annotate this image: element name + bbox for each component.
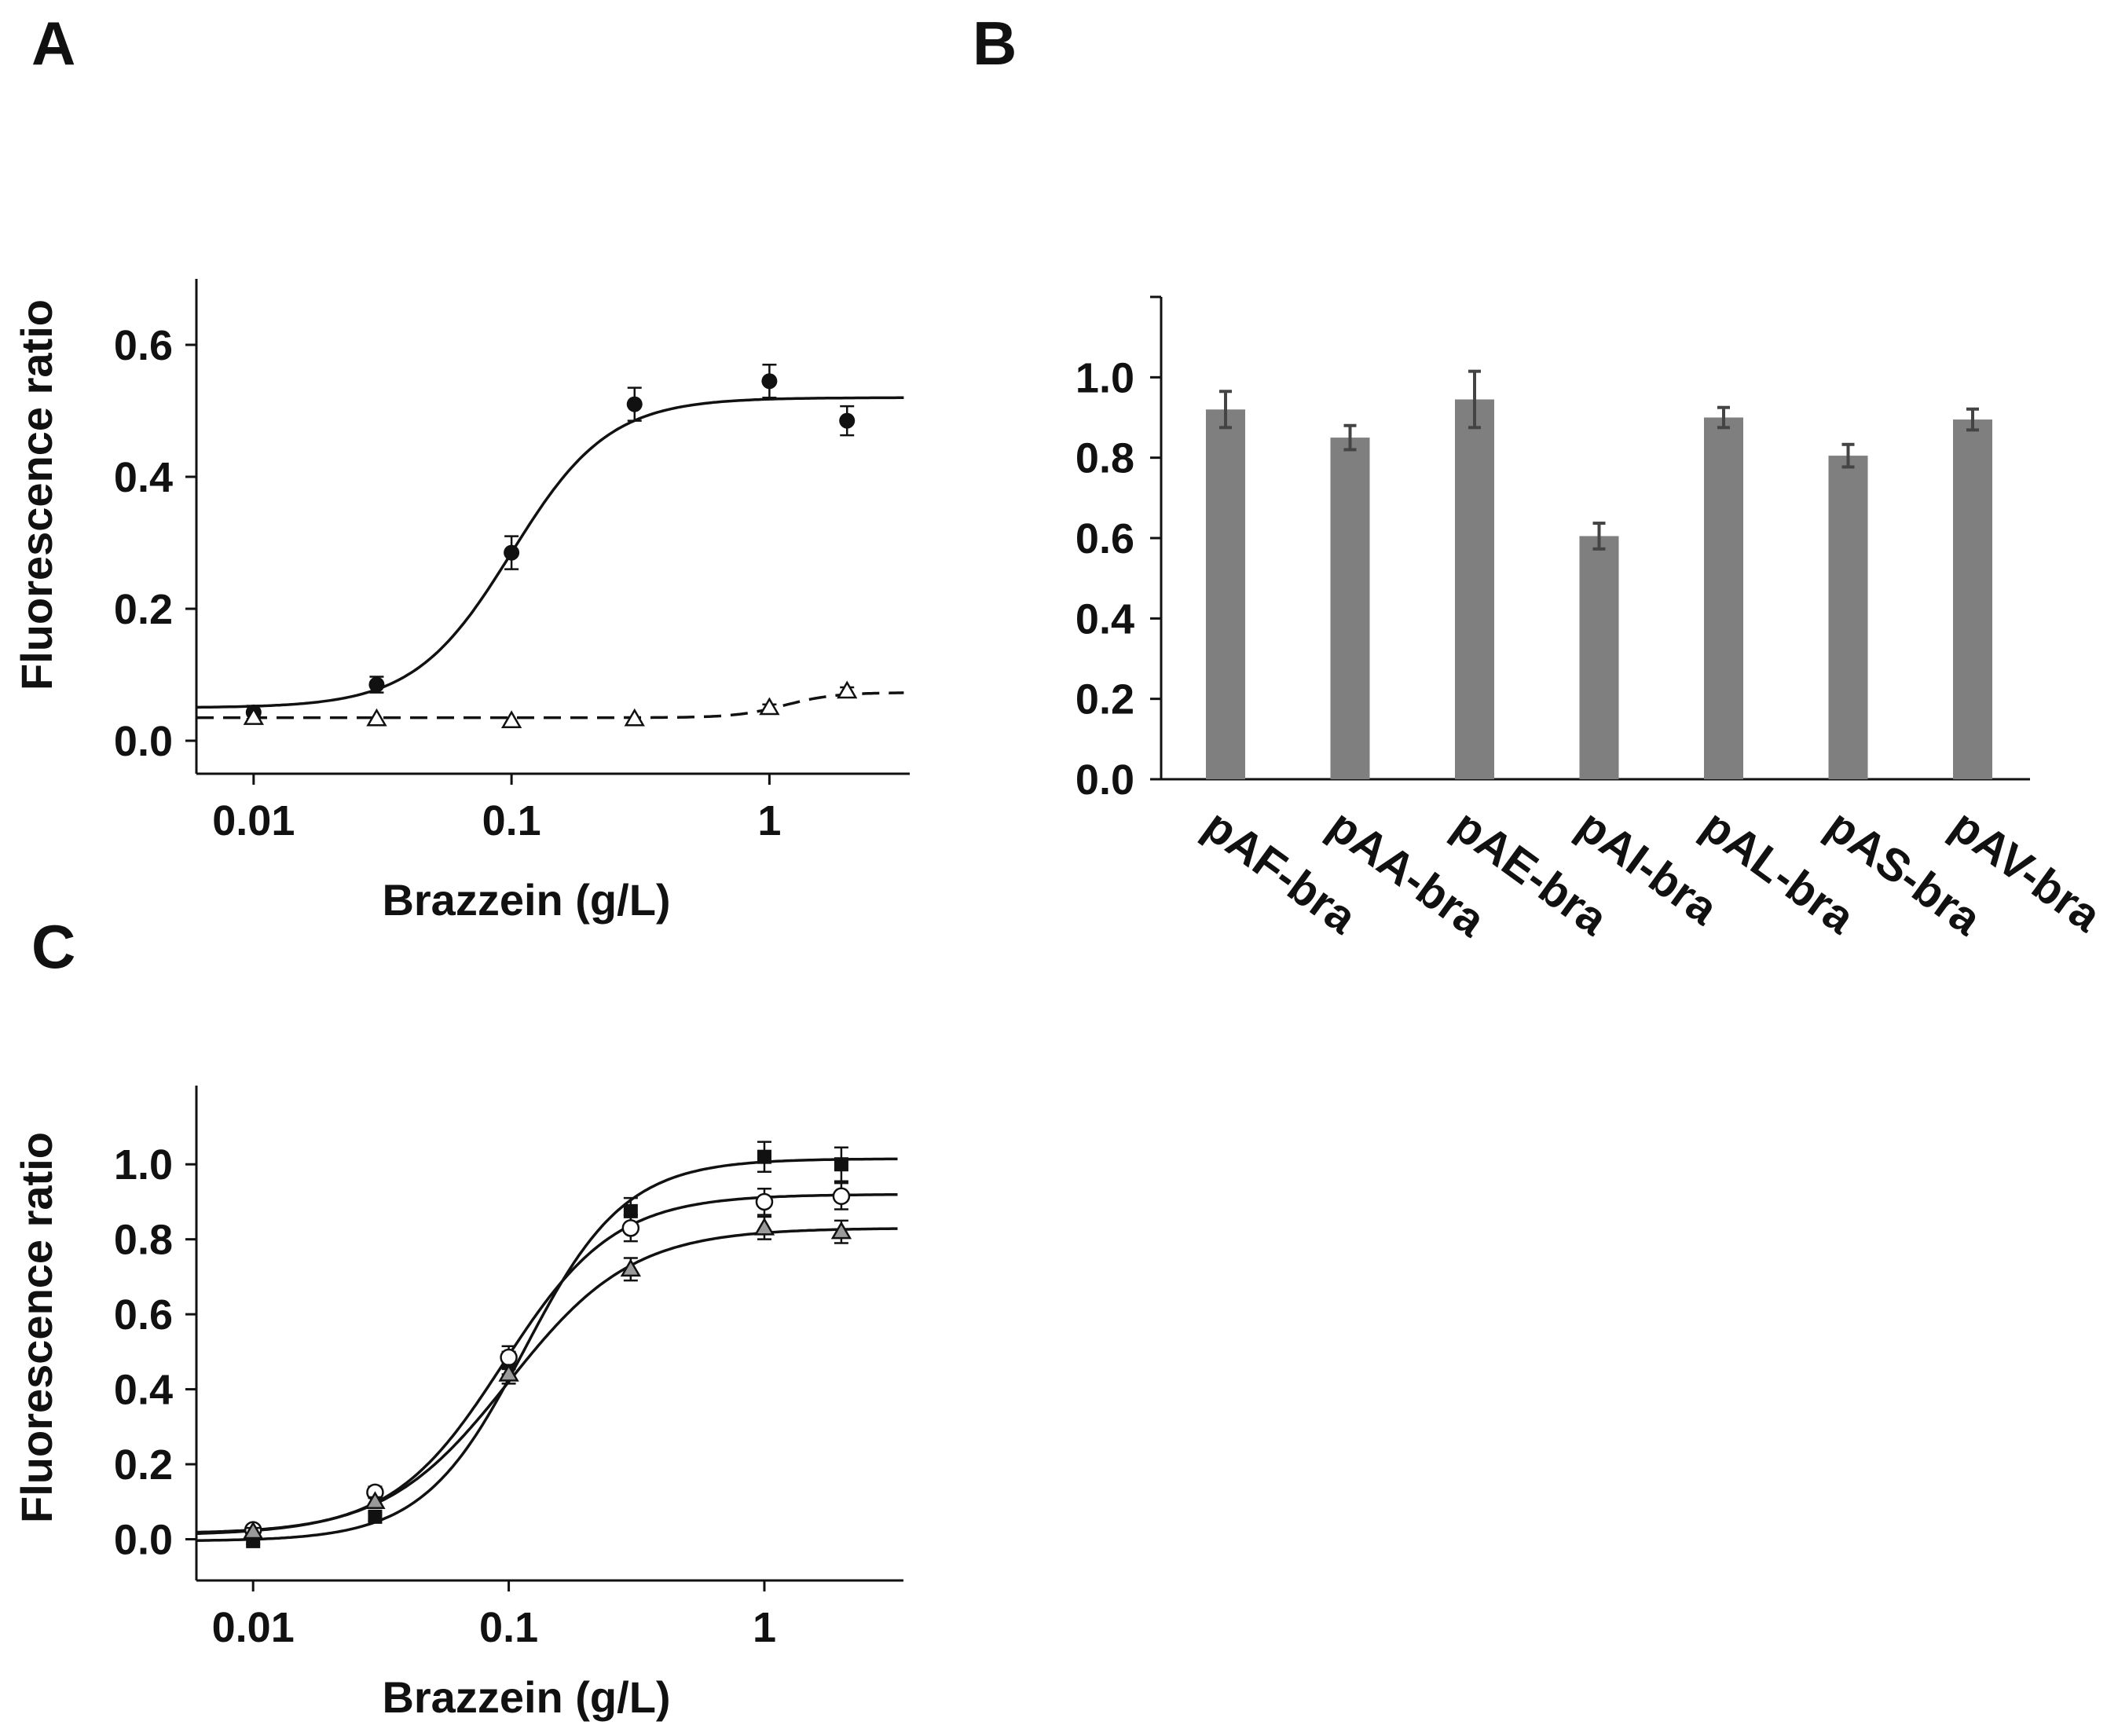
- panel-a-chart: 0.0 0.2 0.4 0.6 0.01 0.1 1 Brazzein (g/L) Fluo…: [12, 279, 910, 925]
- panel-a-data-point: [243, 707, 264, 725]
- panel-c-y-tick-label: 1.0: [114, 1141, 173, 1188]
- panel-a-data-point: [624, 708, 645, 727]
- panel-a-data-point: [368, 676, 385, 693]
- panel-b-y-tick-label: 0.8: [1075, 435, 1134, 482]
- panel-a-x-axis-title: Brazzein (g/L): [382, 875, 670, 925]
- panel-b-bar: [1206, 409, 1245, 779]
- panel-a-y-tick-label: 0.6: [114, 322, 173, 369]
- panel-c-data-point: [757, 1149, 771, 1164]
- panel-c-plot-area: 0.0 0.2 0.4 0.6 0.8 1.0 0.01 0.1 1: [114, 1141, 898, 1651]
- panel-label-b: B: [973, 9, 1017, 78]
- panel-c-fit-curve: [196, 1193, 898, 1534]
- panel-c-data-point: [621, 1219, 640, 1237]
- panel-a-y-tick-label: 0.0: [114, 718, 173, 765]
- panel-c-x-tick-label: 0.01: [212, 1604, 295, 1651]
- panel-c-y-tick-label: 0.6: [114, 1291, 173, 1339]
- panel-c-y-tick-label: 0.2: [114, 1441, 173, 1489]
- panel-c-data-point: [753, 1217, 775, 1236]
- panel-b-bar: [1330, 438, 1370, 779]
- panel-a-x-tick-label: 0.01: [212, 797, 295, 844]
- panel-c-data-point: [365, 1491, 386, 1510]
- panel-a-data-point: [759, 697, 780, 716]
- panel-a-plot-area: 0.0 0.2 0.4 0.6 0.01 0.1 1: [114, 322, 904, 844]
- panel-c-y-tick-label: 0.8: [114, 1217, 173, 1264]
- panel-b-bar: [1455, 399, 1494, 779]
- panel-c-fit-curve: [196, 1227, 898, 1536]
- panel-c-data-point: [832, 1187, 851, 1206]
- panel-c-data-point: [498, 1364, 519, 1382]
- panel-b-bar: [1953, 419, 1992, 779]
- panel-a-x-tick-label: 1: [757, 797, 781, 844]
- panel-c-x-axis-title: Brazzein (g/L): [382, 1672, 670, 1722]
- panel-c-y-axis-title: Fluorescence ratio: [12, 1132, 61, 1523]
- panel-a-y-tick-label: 0.4: [114, 454, 173, 501]
- panel-c-y-tick-label: 0.0: [114, 1517, 173, 1564]
- panel-label-c: C: [31, 912, 75, 981]
- panel-a-data-point: [504, 544, 520, 561]
- panel-b-bar: [1579, 536, 1619, 779]
- panel-c-data-point: [830, 1221, 852, 1240]
- panel-b-bar: [1704, 417, 1743, 779]
- panel-c-data-point: [620, 1258, 641, 1277]
- panel-a-fit-curve: [196, 691, 904, 720]
- panel-c-data-point: [834, 1157, 848, 1172]
- panel-b-y-tick-label: 0.2: [1075, 676, 1134, 723]
- panel-b-y-tick-label: 1.0: [1075, 354, 1134, 401]
- panel-c-data-point: [368, 1509, 383, 1524]
- panel-a-data-point: [626, 396, 643, 412]
- panel-a-data-point: [366, 708, 387, 727]
- panel-c-x-tick-label: 0.1: [479, 1604, 538, 1651]
- panel-a-data-point: [500, 710, 522, 729]
- panel-b-y-tick-label: 0.6: [1075, 515, 1134, 562]
- panel-c-chart: 0.0 0.2 0.4 0.6 0.8 1.0 0.01 0.1 1 Brazzein (g/L…: [12, 1086, 903, 1722]
- panel-c-fit-curve: [196, 1157, 898, 1542]
- panel-b-chart: 0.00.20.40.60.81.0pAF-brapAA-brapAE-brap…: [1075, 295, 2107, 947]
- panel-b-bar: [1828, 456, 1868, 779]
- panel-a-y-axis-title: Fluorescence ratio: [12, 299, 61, 690]
- panel-a-data-point: [761, 373, 778, 390]
- panel-label-a: A: [31, 9, 75, 78]
- panel-a-y-tick-label: 0.2: [114, 586, 173, 633]
- panel-c-data-point: [500, 1348, 518, 1367]
- panel-a-data-point: [839, 412, 856, 429]
- panel-c-x-tick-label: 1: [753, 1604, 776, 1651]
- panel-b-y-tick-label: 0.4: [1075, 595, 1134, 643]
- panel-b-y-tick-label: 0.0: [1075, 756, 1134, 804]
- panel-c-y-tick-label: 0.4: [114, 1367, 173, 1414]
- panel-c-data-point: [243, 1521, 264, 1540]
- panel-b-plot-area: 0.00.20.40.60.81.0pAF-brapAA-brapAE-brap…: [1075, 295, 2107, 947]
- panel-a-x-tick-label: 0.1: [482, 797, 541, 844]
- panel-a-data-point: [837, 680, 858, 699]
- panel-c-data-point: [755, 1192, 774, 1211]
- panel-a-fit-curve: [196, 396, 904, 709]
